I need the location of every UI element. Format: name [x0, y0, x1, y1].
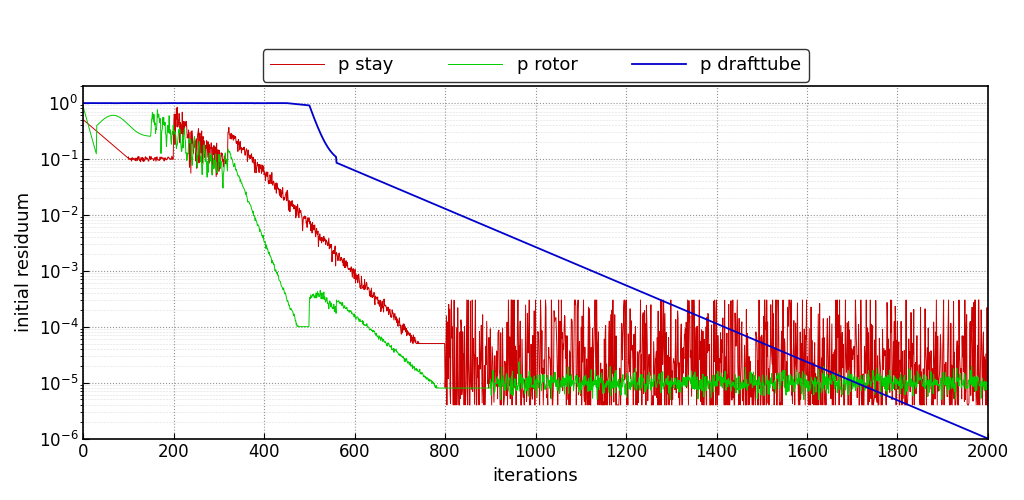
p stay — [440, 402, 453, 408]
p drafttube — [414, 195, 426, 201]
p stay — [171, 104, 183, 110]
p stay — [982, 344, 994, 350]
Line: p drafttube: p drafttube — [83, 103, 988, 438]
p rotor — [495, 396, 507, 402]
Y-axis label: initial residuum: initial residuum — [15, 192, 33, 332]
p drafttube — [126, 100, 138, 106]
p stay — [97, 134, 110, 140]
p drafttube — [175, 100, 187, 106]
p rotor — [822, 376, 835, 382]
Line: p rotor: p rotor — [83, 107, 988, 400]
p rotor — [126, 125, 138, 131]
p rotor — [158, 114, 170, 120]
p drafttube — [97, 100, 110, 106]
p drafttube — [622, 283, 634, 289]
p stay — [126, 154, 138, 160]
Legend: p stay, p rotor, p drafttube: p stay, p rotor, p drafttube — [262, 49, 809, 82]
p drafttube — [982, 436, 994, 442]
p rotor — [413, 368, 425, 374]
p stay — [414, 340, 426, 346]
p drafttube — [77, 100, 89, 106]
p stay — [158, 156, 170, 162]
Line: p stay: p stay — [83, 107, 988, 405]
p rotor — [97, 116, 110, 122]
p drafttube — [158, 100, 170, 106]
p rotor — [77, 104, 89, 110]
p stay — [622, 402, 634, 408]
p stay — [77, 116, 89, 122]
p rotor — [982, 380, 994, 386]
X-axis label: iterations: iterations — [493, 467, 579, 485]
p drafttube — [822, 368, 835, 374]
p stay — [822, 382, 835, 388]
p rotor — [622, 370, 634, 376]
